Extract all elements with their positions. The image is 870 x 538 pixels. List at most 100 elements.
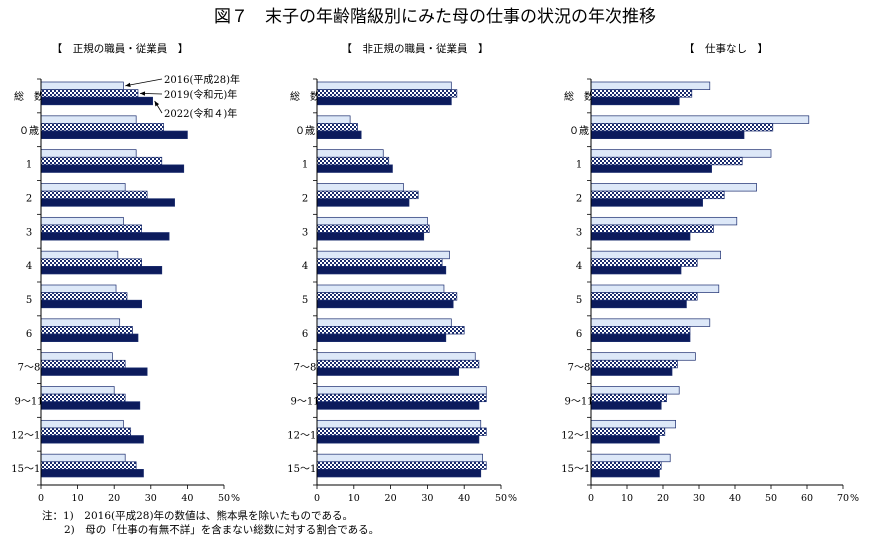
category-label: 9～11 (564, 396, 593, 407)
bar-s2016 (316, 115, 351, 124)
bar-s2016 (40, 149, 137, 158)
bar-s2022 (40, 164, 185, 173)
legend-arrowhead (125, 82, 131, 88)
category-label: 4 (26, 261, 32, 272)
bar-s2016 (590, 352, 696, 361)
bar-s2016 (316, 419, 482, 429)
x-tick-unit: % (850, 493, 859, 504)
bar-s2022 (40, 232, 170, 241)
bar-s2016 (590, 250, 721, 260)
bar-s2016 (316, 183, 404, 192)
x-tick-label: 40 (458, 493, 470, 504)
bar-s2016 (316, 250, 450, 260)
bar-s2022 (590, 367, 673, 376)
bar-s2019 (590, 326, 691, 335)
bar-s2022 (40, 266, 163, 275)
bar-s2016 (590, 386, 680, 395)
bar-s2019 (316, 393, 487, 403)
x-tick-label: 20 (657, 493, 669, 504)
bar-s2019 (316, 427, 487, 436)
category-label: 3 (302, 227, 308, 238)
bar-s2019 (316, 258, 443, 267)
bar-s2016 (40, 250, 119, 260)
bar-s2019 (40, 224, 143, 233)
category-label: 5 (576, 295, 582, 306)
bar-s2019 (590, 89, 693, 98)
bar-s2019 (40, 461, 137, 470)
x-tick-unit: % (508, 493, 517, 504)
bar-s2019 (590, 190, 725, 200)
x-tick-label: 10 (72, 493, 84, 504)
bar-s2022 (316, 299, 454, 309)
bar-s2019 (590, 156, 743, 166)
category-label: ０歳 (569, 125, 589, 137)
bar-s2016 (590, 216, 738, 226)
bar-s2016 (316, 453, 483, 463)
bar-s2016 (316, 386, 487, 395)
bar-s2019 (316, 89, 458, 98)
category-label: 15～17 (561, 464, 596, 475)
bar-s2022 (590, 266, 682, 275)
bar-s2022 (316, 469, 482, 478)
bar-s2016 (316, 352, 476, 361)
x-tick-label: 50 (765, 493, 777, 504)
bar-s2019 (316, 461, 487, 470)
bar-s2022 (316, 266, 447, 275)
legend-label: 2016(平成28)年 (164, 73, 240, 86)
bar-s2019 (590, 258, 698, 267)
bar-s2016 (40, 386, 115, 395)
bar-s2019 (40, 359, 126, 369)
bar-s2016 (316, 81, 452, 90)
legend-leader (125, 78, 163, 87)
x-tick-label: 30 (145, 493, 157, 504)
bar-s2022 (590, 96, 680, 106)
category-label: 3 (576, 227, 582, 238)
chart-panel-1: 【 正規の職員・従業員 】総 数 ０歳 1 2 3 4 5 6 7～8 9～11 12～14 15～1… (11, 42, 240, 504)
category-label: 1 (576, 160, 582, 171)
category-label: ０歳 (295, 125, 315, 137)
x-tick-label: 30 (693, 493, 705, 504)
footnote-2: 2) 母の「仕事の有無不詳」を含まない総数に対する割合である。 (64, 524, 380, 536)
bar-s2019 (40, 190, 148, 200)
x-tick-label: 10 (621, 493, 633, 504)
bar-s2016 (40, 216, 124, 226)
chart-panel-3: 【 仕事なし 】総 数 ０歳 1 2 3 4 5 6 7～8 9～11 12～14 15～17 0 10 2… (561, 42, 859, 504)
x-tick-label: 20 (108, 493, 120, 504)
category-label: 7～8 (568, 363, 591, 374)
bar-s2016 (40, 183, 126, 192)
bar-s2019 (40, 326, 133, 335)
bar-s2016 (590, 81, 711, 90)
x-tick-label: 0 (314, 493, 320, 504)
bar-s2019 (316, 190, 419, 200)
bar-s2022 (316, 130, 362, 139)
category-label: 5 (26, 295, 32, 306)
bar-s2022 (316, 401, 480, 410)
x-tick-label: 0 (588, 493, 594, 504)
legend-label: 2022(令和４)年 (164, 107, 237, 120)
bar-s2022 (316, 333, 447, 342)
category-label: 12～14 (11, 430, 46, 441)
bar-s2019 (590, 359, 678, 369)
x-tick-label: 10 (348, 493, 360, 504)
bar-s2016 (40, 352, 113, 361)
bar-s2019 (40, 258, 143, 267)
panel-title: 【 仕事なし 】 (684, 42, 768, 55)
bar-s2016 (40, 115, 137, 124)
bar-s2019 (40, 393, 126, 403)
x-tick-label: 40 (729, 493, 741, 504)
bar-s2022 (590, 401, 662, 410)
bar-s2022 (590, 435, 660, 444)
bar-s2019 (40, 292, 128, 301)
bar-s2016 (40, 81, 124, 90)
x-tick-label: 20 (385, 493, 397, 504)
category-label: 3 (26, 227, 32, 238)
x-tick-label: 40 (181, 493, 193, 504)
bar-s2022 (590, 299, 687, 309)
bar-s2019 (316, 359, 480, 369)
bar-s2022 (40, 469, 144, 478)
x-tick-label: 50 (495, 493, 507, 504)
category-label: 15～17 (11, 464, 46, 475)
bar-s2022 (40, 299, 143, 309)
bar-s2016 (590, 183, 757, 192)
bar-s2022 (40, 130, 188, 139)
